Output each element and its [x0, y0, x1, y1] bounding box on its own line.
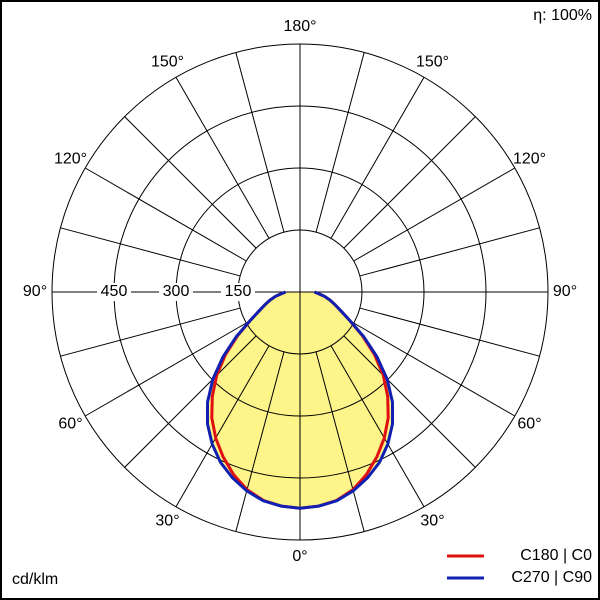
grid-spoke	[84, 167, 247, 262]
minor-spoke	[124, 116, 257, 249]
r-tick-label: 150	[225, 283, 252, 300]
grid-spoke	[353, 167, 516, 262]
minor-spoke	[315, 52, 365, 233]
legend-label: C180 | C0	[520, 547, 592, 564]
grid-spoke	[330, 345, 425, 508]
label-bg	[221, 283, 255, 301]
angle-tick-label: 120°	[513, 151, 546, 168]
angle-tick-label: 60°	[58, 416, 82, 433]
angle-tick-label: 90°	[23, 283, 47, 300]
angle-tick-label: 180°	[283, 18, 316, 35]
angle-tick-label: 150°	[416, 54, 449, 71]
minor-spoke	[235, 52, 285, 233]
angle-tick-label: 90°	[553, 283, 577, 300]
grid-spoke	[84, 322, 247, 417]
minor-spoke	[124, 335, 257, 468]
label-bg	[159, 283, 193, 301]
angle-tick-label: 120°	[54, 151, 87, 168]
angle-tick-label: 30°	[420, 513, 444, 530]
minor-spoke	[315, 351, 365, 532]
series-line	[299, 290, 394, 510]
r-tick-label: 300	[163, 283, 190, 300]
r-tick-label: 450	[101, 283, 128, 300]
unit-label: cd/klm	[12, 571, 58, 588]
grid-spoke	[175, 345, 270, 508]
minor-spoke	[343, 335, 476, 468]
angle-tick-label: 30°	[155, 513, 179, 530]
grid-spoke	[353, 322, 516, 417]
angle-tick-label: 150°	[151, 54, 184, 71]
minor-spoke	[60, 227, 241, 277]
minor-spoke	[343, 116, 476, 249]
grid-spoke	[175, 76, 270, 239]
grid-spoke	[330, 76, 425, 239]
angle-tick-label: 0°	[292, 548, 307, 565]
legend-label: C270 | C90	[511, 569, 592, 586]
minor-spoke	[60, 307, 241, 357]
label-bg	[97, 283, 131, 301]
minor-spoke	[235, 351, 285, 532]
minor-spoke	[359, 307, 540, 357]
angle-tick-label: 60°	[517, 416, 541, 433]
efficiency-label: η: 100%	[533, 7, 592, 24]
series-line	[206, 290, 301, 510]
minor-spoke	[359, 227, 540, 277]
